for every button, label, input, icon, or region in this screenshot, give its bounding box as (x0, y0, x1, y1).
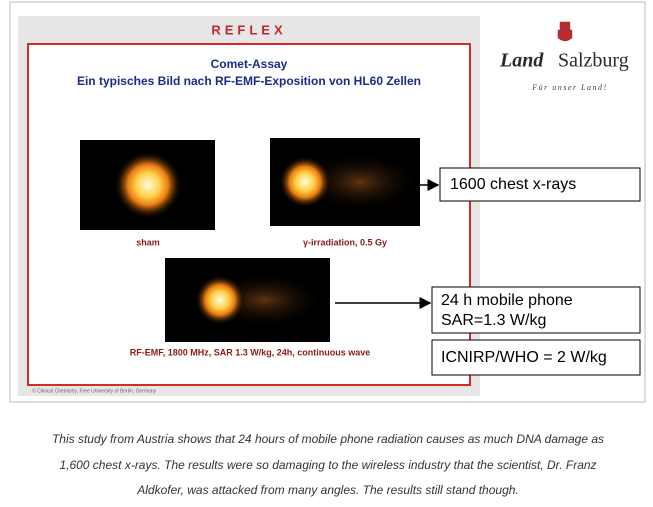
image-label: sham (136, 237, 160, 247)
image-label: RF-EMF, 1800 MHz, SAR 1.3 W/kg, 24h, con… (130, 347, 371, 357)
page: REFLEX Comet-Assay Ein typisches Bild na… (0, 0, 653, 507)
slide-footer: © Clinical Chemistry, Free University of… (32, 387, 157, 394)
comet-head (195, 275, 245, 325)
comet-head (114, 151, 182, 219)
logo-tagline: Für unser Land! (531, 83, 607, 92)
caption-line: Aldkofer, was attacked from many angles.… (136, 483, 519, 497)
callout: SAR=1.3 W/kg (441, 312, 546, 329)
slide-subtitle: Ein typisches Bild nach RF-EMF-Expositio… (77, 74, 421, 88)
image-label: γ-irradiation, 0.5 Gy (303, 237, 387, 247)
slide-title: Comet-Assay (211, 57, 288, 71)
slide-header: REFLEX (211, 22, 286, 37)
coat-of-arms (558, 22, 572, 41)
callout: 24 h mobile phone (441, 292, 573, 309)
caption-line: 1,600 chest x-rays. The results were so … (59, 458, 596, 472)
logo-land: Land (499, 50, 544, 72)
callout: 1600 chest x-rays (450, 176, 576, 193)
comet-head (279, 156, 331, 208)
screenshot: REFLEX Comet-Assay Ein typisches Bild na… (0, 0, 653, 507)
caption-line: This study from Austria shows that 24 ho… (52, 432, 604, 446)
logo-name: Salzburg (558, 50, 629, 72)
callout: ICNIRP/WHO = 2 W/kg (441, 349, 607, 366)
